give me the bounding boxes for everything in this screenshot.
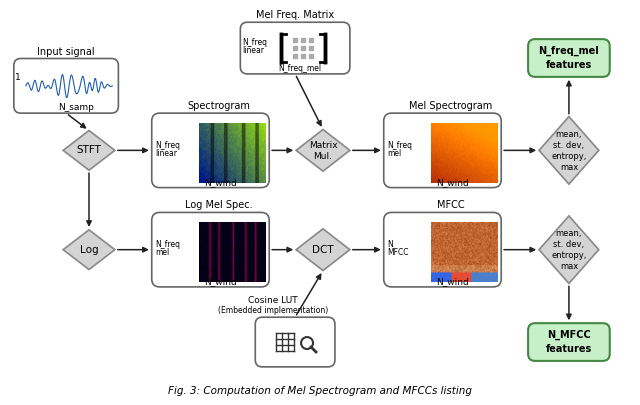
Text: Mul.: Mul. [314,152,333,161]
Text: Log: Log [80,245,99,255]
Text: N_wind: N_wind [436,178,468,187]
Text: Mel Spectrogram: Mel Spectrogram [409,101,492,111]
Text: (Embedded implementation): (Embedded implementation) [218,306,328,315]
Text: Cosine LUT: Cosine LUT [248,296,298,305]
Polygon shape [296,229,350,271]
Text: max: max [560,163,578,172]
Polygon shape [63,130,115,170]
Text: N_wind: N_wind [204,178,237,187]
Polygon shape [63,230,115,270]
Text: mean,: mean, [556,130,582,139]
FancyBboxPatch shape [152,213,269,287]
Text: N_samp: N_samp [58,102,94,112]
Text: MFCC: MFCC [436,200,464,211]
Text: N_freq: N_freq [388,141,413,150]
Text: DCT: DCT [312,245,334,255]
Text: N: N [388,240,394,249]
Text: mel: mel [388,149,402,158]
Text: N_freq: N_freq [156,141,180,150]
Text: st. dev,: st. dev, [554,141,584,150]
Text: STFT: STFT [77,145,102,156]
Text: mel: mel [156,248,170,257]
Text: Log Mel Spec.: Log Mel Spec. [184,200,252,211]
FancyBboxPatch shape [384,113,501,188]
Polygon shape [296,130,350,171]
Text: mean,: mean, [556,229,582,238]
Text: 1: 1 [15,73,20,82]
Text: features: features [546,60,592,70]
Text: N_freq_mel: N_freq_mel [278,64,322,73]
FancyBboxPatch shape [255,317,335,367]
Text: features: features [546,344,592,354]
Text: N_freq: N_freq [156,240,180,249]
Text: N_freq: N_freq [243,38,268,47]
Text: Input signal: Input signal [37,47,95,57]
FancyBboxPatch shape [384,213,501,287]
Text: Fig. 3: Computation of Mel Spectrogram and MFCCs listing: Fig. 3: Computation of Mel Spectrogram a… [168,386,472,396]
Text: max: max [560,262,578,271]
Text: linear: linear [156,149,178,158]
Text: MFCC: MFCC [388,248,409,257]
FancyBboxPatch shape [241,22,350,74]
FancyBboxPatch shape [528,39,610,77]
Text: N_MFCC: N_MFCC [547,330,591,340]
Text: entropy,: entropy, [551,251,587,260]
FancyBboxPatch shape [528,323,610,361]
Text: linear: linear [243,45,264,55]
Text: N_freq_mel: N_freq_mel [538,46,599,56]
FancyBboxPatch shape [14,58,118,113]
Text: N_wind: N_wind [204,277,237,286]
Polygon shape [539,216,599,284]
Text: N_wind: N_wind [436,277,468,286]
Text: Mel Freq. Matrix: Mel Freq. Matrix [256,10,334,20]
Polygon shape [539,117,599,184]
Text: st. dev,: st. dev, [554,240,584,249]
FancyBboxPatch shape [152,113,269,188]
Text: entropy,: entropy, [551,152,587,161]
Text: Matrix: Matrix [308,141,337,150]
Text: Spectrogram: Spectrogram [187,101,250,111]
